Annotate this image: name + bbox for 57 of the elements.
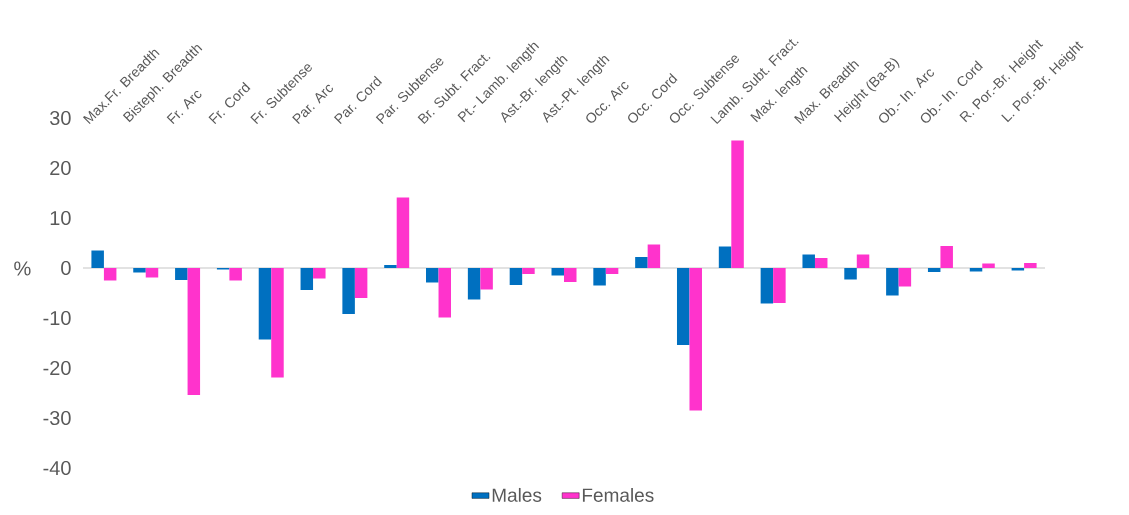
- bar: [103, 268, 117, 281]
- bar: [271, 268, 284, 378]
- bar: [886, 268, 899, 296]
- bar: [1024, 263, 1037, 268]
- bar: [480, 268, 493, 290]
- y-tick-label: -40: [43, 460, 71, 476]
- bar: [844, 268, 857, 280]
- bar: [940, 246, 953, 268]
- bar: [898, 268, 912, 287]
- bar: [91, 250, 104, 268]
- bar: [467, 268, 481, 300]
- bar: [1011, 268, 1025, 271]
- x-tick-label: Occ. Arc: [586, 82, 629, 123]
- bar: [676, 268, 690, 345]
- bar: [342, 268, 355, 314]
- bar: [802, 254, 815, 268]
- bar: [982, 263, 995, 268]
- bar: [229, 268, 242, 281]
- bar: [814, 258, 828, 268]
- bar: [313, 268, 326, 279]
- y-tick-label: 0: [61, 260, 71, 276]
- x-tick-label: Fr. Arc: [166, 90, 202, 125]
- bar: [605, 268, 619, 274]
- y-tick-label: 10: [50, 210, 71, 226]
- bar: [773, 268, 786, 303]
- bar: [760, 268, 774, 304]
- bar: [384, 265, 397, 268]
- bar: [927, 268, 941, 272]
- bar: [300, 268, 314, 290]
- bar: [635, 257, 648, 268]
- bar: [509, 268, 523, 285]
- bar: [731, 140, 744, 268]
- y-tick-label: -30: [43, 410, 71, 426]
- y-axis-title: %: [14, 261, 31, 276]
- bar: [522, 268, 535, 274]
- y-tick-label: -20: [43, 360, 71, 376]
- bar: [856, 254, 870, 268]
- bar: [175, 268, 188, 280]
- bar: [969, 268, 983, 272]
- legend-label: Males: [492, 487, 542, 502]
- bar: [426, 268, 439, 283]
- bar: [133, 268, 146, 273]
- bar: [647, 244, 661, 268]
- bar: [354, 268, 368, 298]
- bar: [564, 268, 577, 282]
- bar: [396, 197, 410, 268]
- y-tick-label: -10: [43, 310, 71, 326]
- bar: [187, 268, 201, 395]
- bar: [718, 246, 732, 268]
- bar: [145, 268, 159, 278]
- bar: [593, 268, 606, 286]
- y-tick-label: 30: [49, 110, 71, 126]
- bar: [438, 268, 452, 318]
- bar: [258, 268, 272, 340]
- legend-label: Females: [582, 487, 654, 502]
- bar: [689, 268, 702, 411]
- y-tick-label: 20: [50, 160, 71, 176]
